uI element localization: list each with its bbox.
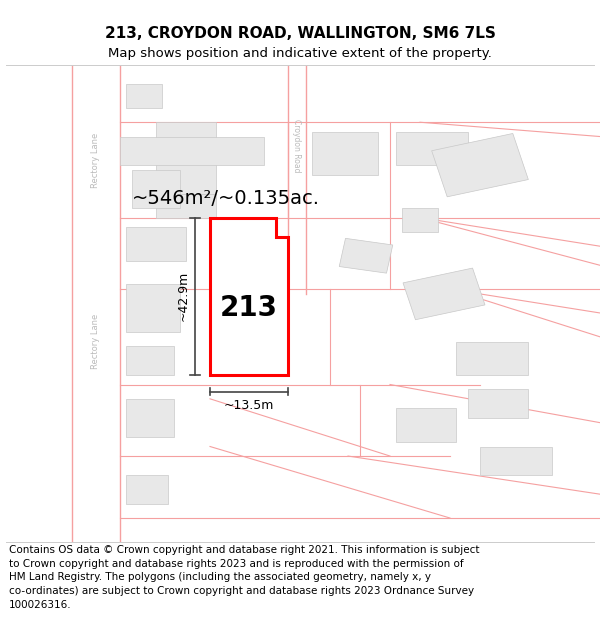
Text: Croydon Road: Croydon Road <box>293 119 302 173</box>
Bar <box>480 446 552 475</box>
Polygon shape <box>210 217 288 375</box>
Text: 100026316.: 100026316. <box>9 600 71 610</box>
Bar <box>156 122 216 194</box>
Text: ~42.9m: ~42.9m <box>176 271 190 321</box>
Text: ~13.5m: ~13.5m <box>224 399 274 412</box>
Bar <box>468 389 528 418</box>
Bar <box>126 284 180 332</box>
Bar <box>312 132 378 174</box>
Text: Rectory Lane: Rectory Lane <box>91 314 101 369</box>
Text: Map shows position and indicative extent of the property.: Map shows position and indicative extent… <box>108 47 492 59</box>
Bar <box>126 346 174 375</box>
Bar <box>396 408 456 442</box>
Bar <box>132 170 180 208</box>
Text: Contains OS data © Crown copyright and database right 2021. This information is : Contains OS data © Crown copyright and d… <box>9 545 479 555</box>
Text: 213: 213 <box>220 294 278 322</box>
Text: to Crown copyright and database rights 2023 and is reproduced with the permissio: to Crown copyright and database rights 2… <box>9 559 464 569</box>
Bar <box>126 227 186 261</box>
Bar <box>402 208 438 232</box>
Bar <box>126 475 168 504</box>
Bar <box>156 194 216 218</box>
Text: Rectory Lane: Rectory Lane <box>91 132 101 188</box>
Bar <box>120 136 264 165</box>
Polygon shape <box>339 238 393 273</box>
Bar <box>126 399 174 437</box>
Bar <box>396 132 468 165</box>
Polygon shape <box>403 268 485 320</box>
Text: HM Land Registry. The polygons (including the associated geometry, namely x, y: HM Land Registry. The polygons (includin… <box>9 572 431 582</box>
Bar <box>456 342 528 375</box>
Bar <box>126 84 162 108</box>
Text: ~546m²/~0.135ac.: ~546m²/~0.135ac. <box>132 189 320 208</box>
Text: 213, CROYDON ROAD, WALLINGTON, SM6 7LS: 213, CROYDON ROAD, WALLINGTON, SM6 7LS <box>104 26 496 41</box>
Polygon shape <box>431 134 529 197</box>
Text: co-ordinates) are subject to Crown copyright and database rights 2023 Ordnance S: co-ordinates) are subject to Crown copyr… <box>9 586 474 596</box>
